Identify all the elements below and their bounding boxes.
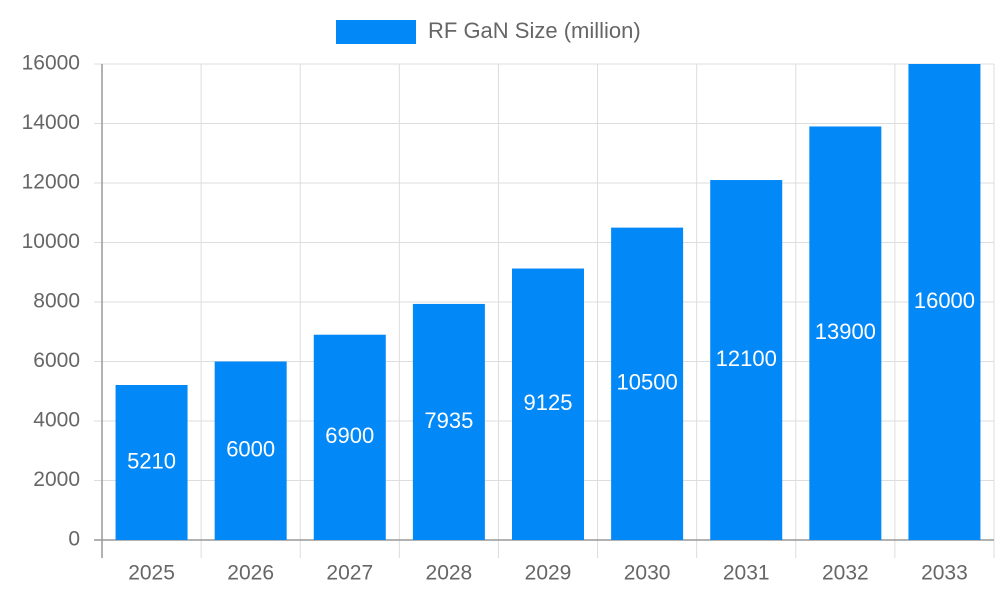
bar bbox=[115, 385, 188, 540]
data-label: 10500 bbox=[617, 370, 678, 395]
bar bbox=[512, 268, 584, 540]
data-label: 9125 bbox=[524, 390, 573, 415]
y-tick-label: 8000 bbox=[33, 290, 80, 313]
y-tick-label: 0 bbox=[68, 528, 80, 551]
data-label: 5210 bbox=[127, 448, 176, 473]
x-tick-label: 2025 bbox=[128, 562, 175, 585]
x-tick-label: 2028 bbox=[426, 562, 473, 585]
y-tick-label: 12000 bbox=[22, 171, 80, 194]
data-label: 12100 bbox=[716, 346, 777, 371]
x-tick-label: 2029 bbox=[525, 562, 572, 585]
bar bbox=[710, 180, 783, 540]
x-tick-label: 2030 bbox=[624, 562, 671, 585]
legend-label: RF GaN Size (million) bbox=[428, 18, 641, 43]
data-label: 6000 bbox=[226, 437, 275, 462]
bar bbox=[313, 334, 386, 540]
data-label: 6900 bbox=[325, 423, 374, 448]
y-tick-label: 2000 bbox=[33, 468, 80, 491]
bar bbox=[214, 361, 287, 540]
legend-swatch bbox=[336, 20, 416, 44]
bar bbox=[412, 303, 485, 540]
y-tick-label: 14000 bbox=[22, 111, 80, 134]
data-label: 13900 bbox=[815, 319, 876, 344]
x-tick-label: 2032 bbox=[822, 562, 869, 585]
bar bbox=[908, 64, 981, 540]
x-tick-label: 2026 bbox=[227, 562, 274, 585]
bar bbox=[611, 227, 684, 540]
y-tick-label: 4000 bbox=[33, 409, 80, 432]
y-tick-label: 6000 bbox=[33, 349, 80, 372]
x-tick-label: 2033 bbox=[921, 562, 968, 585]
bar bbox=[809, 126, 882, 540]
data-label: 7935 bbox=[424, 408, 473, 433]
y-tick-label: 10000 bbox=[22, 230, 80, 253]
x-tick-label: 2027 bbox=[326, 562, 373, 585]
data-label: 16000 bbox=[914, 288, 975, 313]
x-tick-label: 2031 bbox=[723, 562, 770, 585]
y-tick-label: 16000 bbox=[22, 52, 80, 75]
